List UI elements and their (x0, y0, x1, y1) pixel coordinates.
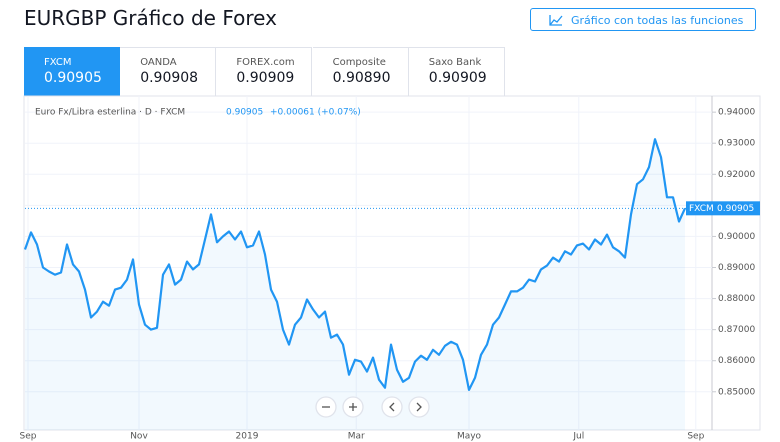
scroll-right[interactable] (408, 396, 430, 418)
tab-name: FXCM (44, 57, 72, 68)
button-label: Gráfico con todas las funciones (571, 14, 744, 27)
y-tick-label: 0.86000 (718, 356, 755, 366)
scroll-left[interactable] (381, 396, 403, 418)
x-tick-label: Jul (572, 432, 584, 442)
area-fill (25, 139, 685, 430)
y-tick-label: 0.88000 (718, 294, 755, 304)
y-tick-label: 0.89000 (718, 263, 755, 273)
chart-icon (549, 15, 563, 26)
legend-change: +0.00061 (+0.07%) (270, 108, 361, 118)
chart-frame (23, 95, 761, 431)
price-tag-source: FXCM (689, 204, 714, 214)
x-tick-label: Mayo (457, 432, 482, 442)
source-tab[interactable]: FOREX.com 0.90909 (216, 47, 313, 96)
source-tab[interactable]: Composite 0.90890 (312, 47, 409, 96)
tab-value: 0.90905 (44, 70, 102, 86)
x-tick-label: Sep (20, 432, 37, 442)
y-tick-label: 0.94000 (718, 108, 755, 118)
tab-name: OANDA (140, 57, 177, 68)
legend-symbol: Euro Fx/Libra esterlina · D · FXCM (35, 108, 185, 118)
x-tick-label: Nov (130, 432, 148, 442)
y-tick-label: 0.87000 (718, 325, 755, 335)
price-line (23, 138, 687, 391)
tab-value: 0.90890 (332, 70, 391, 86)
x-tick-label: Sep (687, 432, 704, 442)
source-tab[interactable]: FXCM 0.90905 (24, 47, 120, 96)
full-chart-button[interactable]: Gráfico con todas las funciones (530, 8, 756, 31)
tab-name: FOREX.com (236, 57, 295, 68)
tab-value: 0.90908 (140, 70, 199, 86)
y-tick-label: 0.90000 (718, 232, 755, 242)
source-tab[interactable]: Saxo Bank 0.90909 (408, 47, 505, 96)
tab-value: 0.90909 (236, 70, 295, 86)
tab-value: 0.90909 (428, 70, 487, 86)
y-tick-label: 0.92000 (718, 170, 755, 180)
tab-name: Composite (332, 57, 386, 68)
legend-price: 0.90905 (226, 108, 263, 118)
page-title: EURGBP Gráfico de Forex (24, 6, 277, 30)
tab-name: Saxo Bank (428, 57, 482, 68)
y-tick-label: 0.93000 (718, 139, 755, 149)
price-tag (686, 201, 760, 216)
price-tag-value: 0.90905 (717, 204, 754, 214)
x-tick-label: Mar (348, 432, 365, 442)
zoom-controls (315, 396, 430, 418)
y-tick-label: 0.85000 (718, 387, 755, 397)
x-tick-label: 2019 (236, 432, 259, 442)
source-tab[interactable]: OANDA 0.90908 (120, 47, 217, 96)
